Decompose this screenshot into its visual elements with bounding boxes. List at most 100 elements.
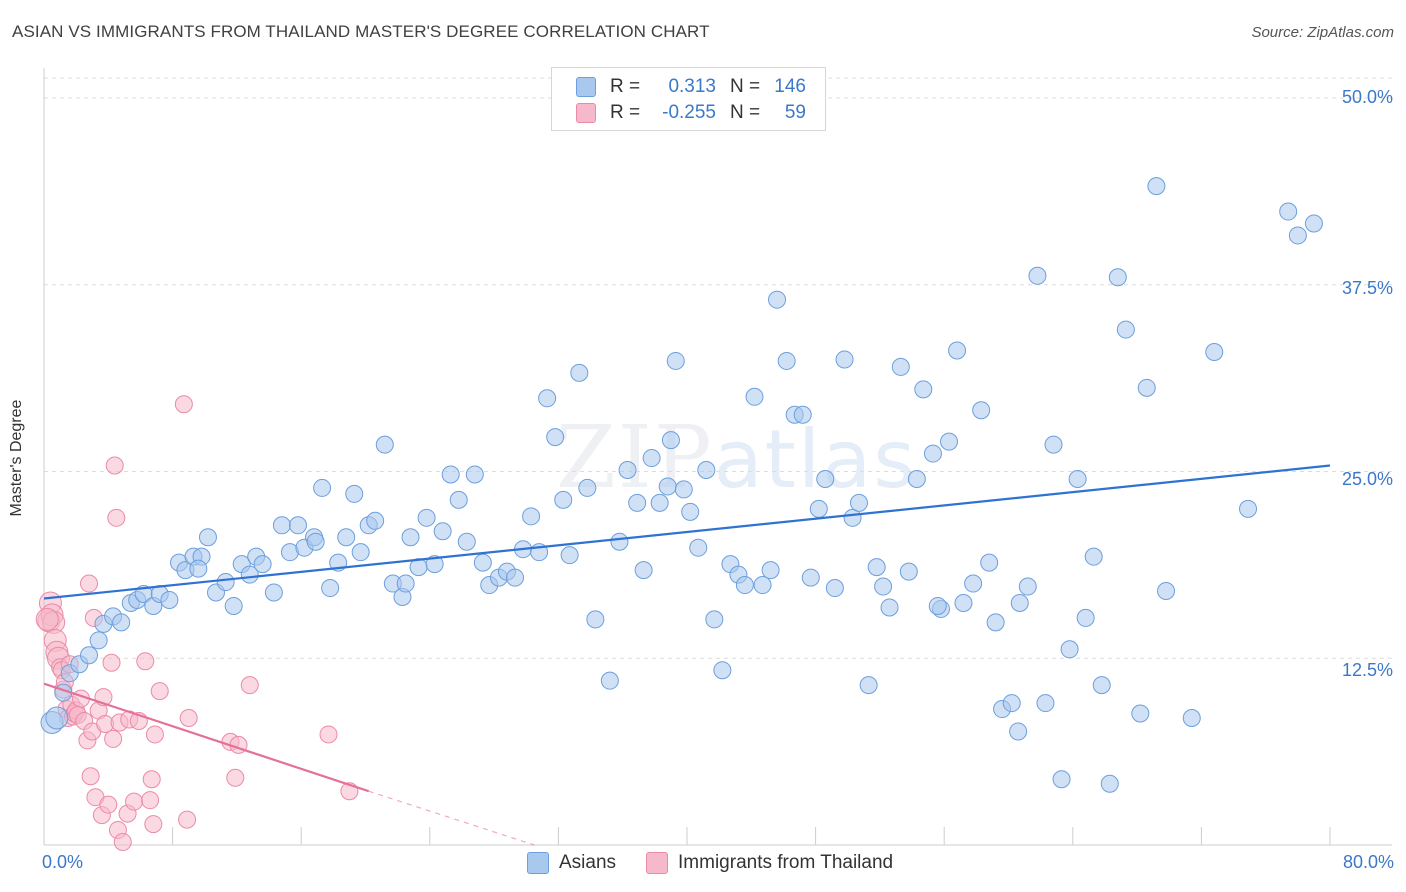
asian-point bbox=[1068, 469, 1087, 488]
legend-swatch-blue bbox=[576, 77, 596, 97]
legend-row-asians: R = 0.313 N = 146 bbox=[576, 75, 806, 99]
thailand-point bbox=[226, 768, 245, 787]
asian-point bbox=[345, 484, 364, 503]
legend-swatch-pink bbox=[646, 852, 669, 874]
chart-title: ASIAN VS IMMIGRANTS FROM THAILAND MASTER… bbox=[12, 22, 710, 41]
legend-label: Immigrants from Thailand bbox=[678, 852, 894, 873]
asian-point bbox=[689, 538, 708, 557]
asian-point bbox=[1002, 694, 1021, 713]
asian-point bbox=[610, 532, 629, 551]
asian-point bbox=[705, 610, 724, 629]
asian-point bbox=[618, 461, 637, 480]
thailand-point bbox=[81, 767, 100, 786]
asian-point bbox=[816, 469, 835, 488]
series-legend: Asians Immigrants from Thailand bbox=[527, 852, 923, 874]
asian-point bbox=[321, 579, 340, 598]
asian-point bbox=[674, 480, 693, 499]
y-tick-label: 25.0% bbox=[1341, 469, 1393, 489]
x-tick-label: 0.0% bbox=[42, 852, 84, 872]
asian-point bbox=[867, 558, 886, 577]
asian-point bbox=[505, 568, 524, 587]
asian-point bbox=[658, 477, 677, 496]
asian-point bbox=[666, 351, 685, 370]
asian-point bbox=[240, 565, 259, 584]
y-tick-label: 37.5% bbox=[1341, 278, 1393, 298]
asian-point bbox=[375, 435, 394, 454]
asian-point bbox=[628, 493, 647, 512]
r-value: -0.255 bbox=[662, 102, 716, 123]
asian-point bbox=[1205, 342, 1224, 361]
asian-point bbox=[1182, 709, 1201, 728]
asian-point bbox=[578, 478, 597, 497]
asian-point bbox=[1137, 378, 1156, 397]
asian-point bbox=[288, 516, 307, 535]
legend-item-asians[interactable]: Asians bbox=[527, 852, 616, 874]
asian-point bbox=[224, 596, 243, 615]
asian-point bbox=[600, 671, 619, 690]
asian-point bbox=[1018, 577, 1037, 596]
asian-point bbox=[954, 593, 973, 612]
asian-point bbox=[401, 528, 420, 547]
asian-point bbox=[449, 490, 468, 509]
thailand-point bbox=[145, 725, 164, 744]
watermark-atlas: atlas bbox=[713, 413, 917, 506]
asian-point bbox=[89, 631, 108, 650]
asian-point bbox=[697, 461, 716, 480]
asian-point bbox=[777, 351, 796, 370]
axes bbox=[43, 68, 1392, 846]
n-value: 146 bbox=[774, 76, 806, 97]
asian-point bbox=[1239, 499, 1258, 518]
asian-point bbox=[1052, 770, 1071, 789]
stats-legend: R = 0.313 N = 146 R = -0.255 N = 59 bbox=[551, 67, 826, 131]
asian-point bbox=[940, 432, 959, 451]
r-label: R = bbox=[610, 76, 641, 97]
asian-point bbox=[554, 490, 573, 509]
asian-point bbox=[1084, 547, 1103, 566]
asian-point bbox=[1157, 582, 1176, 601]
asians-trend-line bbox=[43, 464, 1331, 600]
asian-point bbox=[45, 706, 69, 730]
r-value: 0.313 bbox=[668, 76, 716, 97]
asian-point bbox=[272, 516, 291, 535]
asian-point bbox=[850, 493, 869, 512]
asian-point bbox=[1108, 268, 1127, 287]
trend-lines bbox=[43, 464, 1331, 846]
n-value: 59 bbox=[784, 102, 806, 123]
asian-point bbox=[313, 478, 332, 497]
asian-point bbox=[634, 561, 653, 580]
asian-point bbox=[891, 357, 910, 376]
asian-point bbox=[473, 553, 492, 572]
asian-point bbox=[928, 596, 947, 615]
y-axis-label: Master's Degree bbox=[8, 399, 25, 517]
asian-point bbox=[570, 363, 589, 382]
asian-point bbox=[522, 507, 541, 526]
asian-point bbox=[1131, 704, 1150, 723]
asian-point bbox=[825, 579, 844, 598]
asian-point bbox=[735, 576, 754, 595]
thailand-point bbox=[136, 652, 155, 671]
asian-point bbox=[681, 502, 700, 521]
asian-point bbox=[874, 577, 893, 596]
asian-point bbox=[745, 387, 764, 406]
asian-point bbox=[306, 532, 325, 551]
thailand-point bbox=[35, 607, 59, 631]
n-label: N = bbox=[730, 102, 761, 123]
asian-point bbox=[713, 661, 732, 680]
asian-point bbox=[337, 528, 356, 547]
asian-point bbox=[753, 576, 772, 595]
thailand-point bbox=[240, 676, 259, 695]
asian-point bbox=[189, 559, 208, 578]
legend-swatch-pink bbox=[576, 103, 596, 123]
thailand-point bbox=[150, 682, 169, 701]
asian-point bbox=[112, 613, 131, 632]
asian-point bbox=[80, 646, 99, 665]
thailand-point bbox=[105, 456, 124, 475]
legend-item-thailand[interactable]: Immigrants from Thailand bbox=[646, 852, 893, 874]
asian-point bbox=[546, 428, 565, 447]
y-tick-label: 50.0% bbox=[1341, 87, 1393, 107]
asian-point bbox=[980, 553, 999, 572]
asian-point bbox=[907, 469, 926, 488]
asian-point bbox=[801, 568, 820, 587]
thailand-point bbox=[80, 574, 99, 593]
asian-point bbox=[986, 613, 1005, 632]
